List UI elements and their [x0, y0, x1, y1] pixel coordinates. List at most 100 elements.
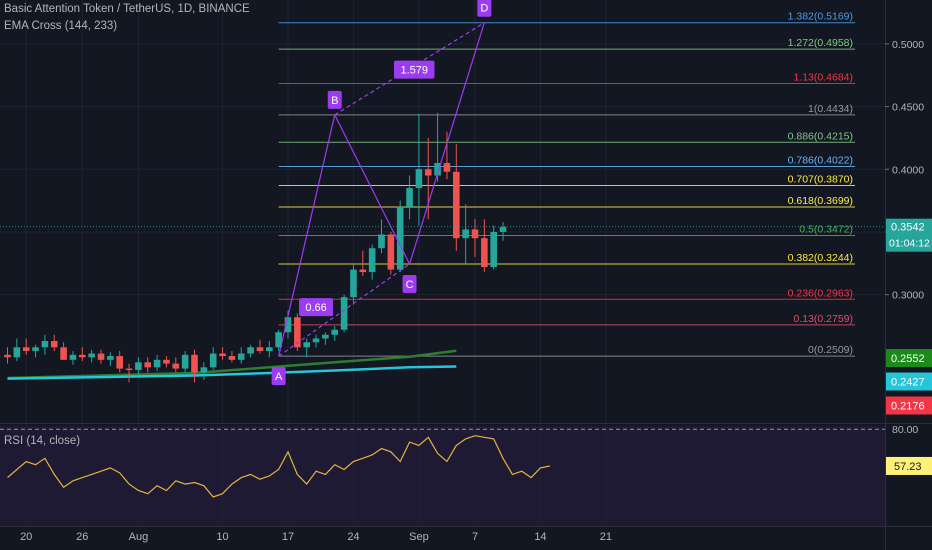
candle-body[interactable] [116, 356, 123, 369]
candle-body[interactable] [153, 359, 161, 368]
candle-body[interactable] [22, 347, 30, 352]
pattern-point-b-badge[interactable] [327, 90, 342, 109]
candle-body[interactable] [340, 297, 348, 330]
last-price-badge[interactable] [886, 218, 932, 252]
rsi-value-label: 57.23 [894, 461, 922, 473]
candle-body[interactable] [219, 353, 226, 357]
candle-body[interactable] [387, 234, 395, 270]
candle-body[interactable] [331, 329, 339, 335]
candle-body[interactable] [322, 334, 329, 339]
candle-body[interactable] [490, 231, 497, 268]
pattern-ratio-badge[interactable] [299, 298, 334, 317]
candle-body[interactable] [294, 317, 301, 348]
candle-body[interactable] [32, 347, 39, 352]
fib-level-label: 0.886(0.4215) [788, 130, 853, 142]
pattern-leg [278, 114, 336, 357]
candle-body[interactable] [424, 169, 432, 176]
fib-level-label: 1(0.4434) [808, 103, 853, 115]
candle-body[interactable] [368, 248, 376, 273]
fib-level-label: 0(0.2509) [808, 344, 853, 356]
rsi-line [7, 435, 550, 498]
pattern-point-label: A [275, 371, 283, 383]
candle-body[interactable] [135, 362, 142, 370]
candle-body[interactable] [275, 332, 282, 348]
fib-level-label: 0.236(0.2963) [788, 287, 853, 299]
candle-body[interactable] [462, 229, 469, 239]
time-tick-label: 24 [347, 531, 359, 543]
candle-body[interactable] [209, 353, 217, 368]
candle-body[interactable] [499, 226, 507, 232]
candle-body[interactable] [125, 368, 133, 371]
candle-body[interactable] [172, 363, 180, 369]
candle-body[interactable] [350, 269, 357, 298]
candle-body[interactable] [4, 354, 11, 358]
candle-body[interactable] [107, 356, 114, 360]
candle-body[interactable] [88, 353, 95, 358]
candle-body[interactable] [13, 347, 21, 358]
pattern-ratio-line [278, 263, 410, 357]
time-axis[interactable]: 20 26 Aug 10 17 24 Sep 7 14 21 [20, 531, 612, 543]
symbol-title[interactable]: Basic Attention Token / TetherUS, 1D, BI… [4, 3, 250, 15]
time-tick-label: Sep [409, 531, 429, 543]
candle-body[interactable] [79, 354, 86, 358]
candle-body[interactable] [415, 169, 423, 189]
pattern-point-label: B [331, 95, 338, 107]
candle-body[interactable] [144, 362, 152, 368]
indicator-price-badge[interactable] [886, 396, 932, 415]
abcd-pattern[interactable]: A B C D 0.66 1.579 [271, 0, 492, 386]
time-tick-label: 14 [534, 531, 546, 543]
pattern-ratio-badge[interactable] [393, 60, 435, 79]
time-tick-label: 21 [600, 531, 612, 543]
candle-body[interactable] [181, 354, 189, 369]
fib-level-label: 1.13(0.4684) [793, 71, 853, 83]
indicator-price-label: 0.2427 [891, 377, 925, 389]
candle-body[interactable] [378, 234, 385, 249]
candle-body[interactable] [443, 162, 451, 172]
candle-body[interactable] [284, 317, 292, 333]
candle-body[interactable] [200, 367, 208, 373]
candle-body[interactable] [69, 354, 77, 360]
time-tick-label: 26 [76, 531, 88, 543]
candle-body[interactable] [481, 238, 488, 268]
fib-level-label: 0.786(0.4022) [788, 154, 853, 166]
candle-body[interactable] [228, 356, 236, 360]
candle-body[interactable] [312, 338, 320, 343]
candle-body[interactable] [191, 354, 198, 373]
candle-body[interactable] [50, 341, 58, 348]
pattern-point-a-badge[interactable] [271, 367, 286, 386]
indicator-price-label: 0.2176 [891, 401, 925, 413]
candle-body[interactable] [247, 347, 254, 354]
pattern-point-c-badge[interactable] [402, 275, 417, 294]
rsi-legend[interactable]: RSI (14, close) [4, 435, 81, 447]
ema-233-line [7, 365, 457, 380]
ema-cross-legend[interactable]: EMA Cross (144, 233) [4, 20, 118, 32]
pattern-ratio-label: 1.579 [400, 65, 428, 77]
candles[interactable] [4, 112, 507, 383]
pattern-point-d-badge[interactable] [477, 0, 492, 17]
indicator-price-badge[interactable] [886, 372, 932, 391]
candle-body[interactable] [41, 341, 49, 348]
candle-body[interactable] [359, 269, 367, 273]
candle-body[interactable] [303, 342, 310, 348]
candle-body[interactable] [163, 359, 170, 364]
price-tick-label: 0.3000 [892, 290, 924, 302]
candle-body[interactable] [266, 347, 273, 352]
candle-body[interactable] [453, 171, 460, 239]
candle-body[interactable] [97, 353, 105, 360]
indicator-price-badge[interactable] [886, 349, 932, 367]
candle-body[interactable] [406, 188, 413, 207]
candle-body[interactable] [60, 347, 67, 360]
rsi-tick-label: 80.00 [892, 424, 918, 436]
time-tick-label: Aug [129, 531, 149, 543]
candle-body[interactable] [237, 353, 245, 360]
candle-body[interactable] [256, 347, 264, 352]
rsi-pane: 80.00 57.23 [0, 424, 932, 498]
candle-body[interactable] [396, 206, 404, 270]
candle-body[interactable] [471, 229, 479, 239]
fib-level-label: 1.272(0.4958) [788, 37, 853, 49]
price-axis[interactable]: 0.30000.35000.40000.45000.50000.354201:0… [0, 39, 932, 415]
candle-body[interactable] [434, 162, 441, 176]
rsi-value-badge[interactable] [886, 456, 932, 475]
